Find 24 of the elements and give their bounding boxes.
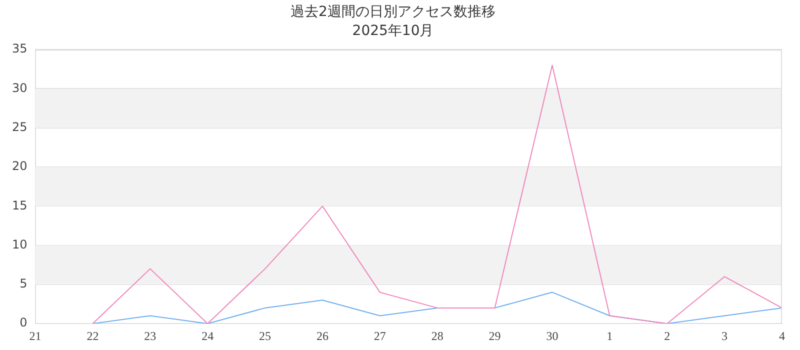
x-tick-label: 30 (546, 328, 558, 343)
x-tick-label: 22 (86, 328, 99, 343)
x-tick-label: 28 (431, 328, 444, 343)
y-tick-label: 20 (12, 159, 28, 174)
x-tick-label: 21 (29, 328, 42, 343)
y-tick-label: 15 (12, 198, 28, 212)
y-tick-label: 25 (12, 120, 28, 134)
x-tick-label: 25 (259, 328, 272, 343)
x-tick-label: 3 (722, 328, 728, 343)
x-tick-label: 29 (488, 328, 501, 343)
x-tick-label: 2 (664, 328, 670, 343)
x-tick-label: 26 (316, 328, 328, 343)
x-tick-label: 27 (374, 328, 386, 343)
x-tick-label: 24 (202, 328, 214, 343)
y-tick-label: 30 (12, 80, 28, 95)
x-tick-label: 1 (606, 328, 613, 343)
y-tick-label: 0 (20, 316, 28, 330)
chart-subtitle: 2025年10月 (352, 22, 434, 39)
x-tick-label: 4 (779, 328, 785, 343)
chart-title: 過去2週間の日別アクセス数推移 (290, 4, 496, 20)
y-tick-label: 35 (12, 42, 28, 56)
y-tick-label: 10 (12, 237, 28, 252)
y-tick-label: 5 (20, 276, 28, 291)
x-tick-label: 23 (144, 328, 156, 343)
